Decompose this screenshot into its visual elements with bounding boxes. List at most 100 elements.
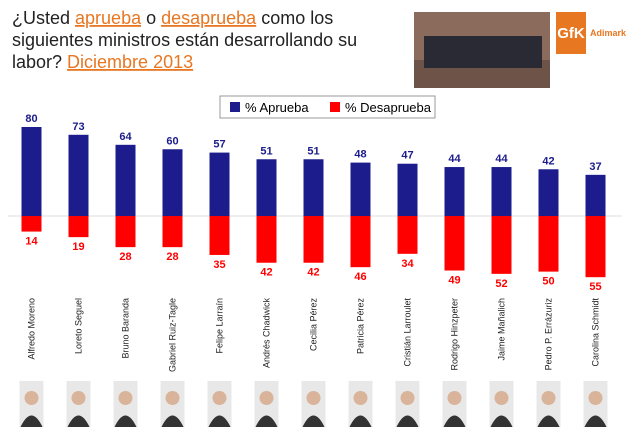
bar [115,144,136,216]
x-tick-label: Carolina Schmidt [591,298,601,367]
portrait [254,381,279,427]
legend-swatch [330,102,340,112]
title-part: como los [256,8,333,28]
title-line: labor? Diciembre 2013 [12,52,193,72]
legend-label: % Desaprueba [345,100,432,115]
portrait-body [67,415,90,427]
value-label: 44 [448,153,461,165]
bar [21,127,42,216]
portrait-body [396,415,419,427]
portrait-face [541,391,556,405]
portrait [583,381,608,427]
legend-swatch [230,102,240,112]
portrait-face [306,391,321,405]
x-tick-label: Rodrigo Hinzpeter [450,298,460,371]
portrait-face [24,391,39,405]
value-label: 46 [354,271,366,283]
portrait-face [353,391,368,405]
value-label: 19 [72,241,84,253]
value-label: 52 [495,278,507,290]
portrait-face [400,391,415,405]
bar [585,174,606,216]
bar [209,152,230,216]
portrait-body [255,415,278,427]
logo: GfK Adimark [556,12,627,54]
x-tick-label: Felipe Larraín [215,298,225,354]
bar [68,216,89,238]
legend-label: % Aprueba [245,100,309,115]
x-tick-label: Jaime Mañalich [497,298,507,361]
title-line: ¿Usted aprueba o desaprueba como los [12,8,333,28]
portrait-body [490,415,513,427]
bar [162,149,183,216]
portrait [207,381,232,427]
value-label: 14 [25,236,38,248]
title-part: o [141,8,161,28]
value-label: 42 [307,267,319,279]
bar [491,216,512,274]
value-label: 42 [542,155,554,167]
portrait [113,381,138,427]
bar [538,169,559,216]
bar [350,162,371,216]
logo-brand: GfK [557,25,585,42]
portrait-face [71,391,86,405]
value-label: 37 [589,161,601,173]
x-tick-label: Alfredo Moreno [27,298,37,360]
value-label: 51 [307,145,319,157]
portrait-body [349,415,372,427]
bar [68,134,89,216]
title-part: desaprueba [161,8,257,28]
x-tick-label: Gabriel Ruiz-Tagle [168,298,178,372]
x-tick-label: Bruno Baranda [121,298,131,359]
value-label: 73 [72,121,84,133]
bar [115,216,136,248]
value-label: 47 [401,150,413,162]
title-part: siguientes ministros están desarrollando… [12,30,357,50]
portrait-face [494,391,509,405]
bar [538,216,559,272]
bar [585,216,606,278]
bar [162,216,183,248]
value-label: 51 [260,145,272,157]
x-tick-label: Loreto Seguel [74,298,84,354]
x-tick-label: Pedro P. Errázuriz [544,298,554,371]
portrait [160,381,185,427]
x-tick-label: Cecilia Pérez [309,298,319,352]
portrait [66,381,91,427]
title-part: Diciembre 2013 [67,52,193,72]
bar [397,216,418,254]
bar [444,167,465,216]
bar [444,216,465,271]
portrait-body [161,415,184,427]
bar [397,163,418,216]
portrait-face [259,391,274,405]
portrait-face [212,391,227,405]
logo-name: Adimark [590,28,627,38]
group-photo [414,12,550,88]
x-tick-label: Patricia Pérez [356,298,366,355]
portrait-face [447,391,462,405]
portrait-face [588,391,603,405]
portrait-body [537,415,560,427]
value-label: 50 [542,276,554,288]
x-tick-label: Cristián Larroulet [403,298,413,367]
value-label: 34 [401,258,414,270]
legend [219,95,436,119]
portrait [395,381,420,427]
portrait-body [20,415,43,427]
portrait-body [584,415,607,427]
bar [491,167,512,216]
value-label: 55 [589,281,601,293]
portrait-body [443,415,466,427]
title-part: ¿Usted [12,8,75,28]
bar [350,216,371,268]
bar [256,159,277,216]
portrait [348,381,373,427]
value-label: 49 [448,275,460,287]
portrait-body [208,415,231,427]
portrait-face [165,391,180,405]
bar [303,216,324,263]
bar [256,216,277,263]
